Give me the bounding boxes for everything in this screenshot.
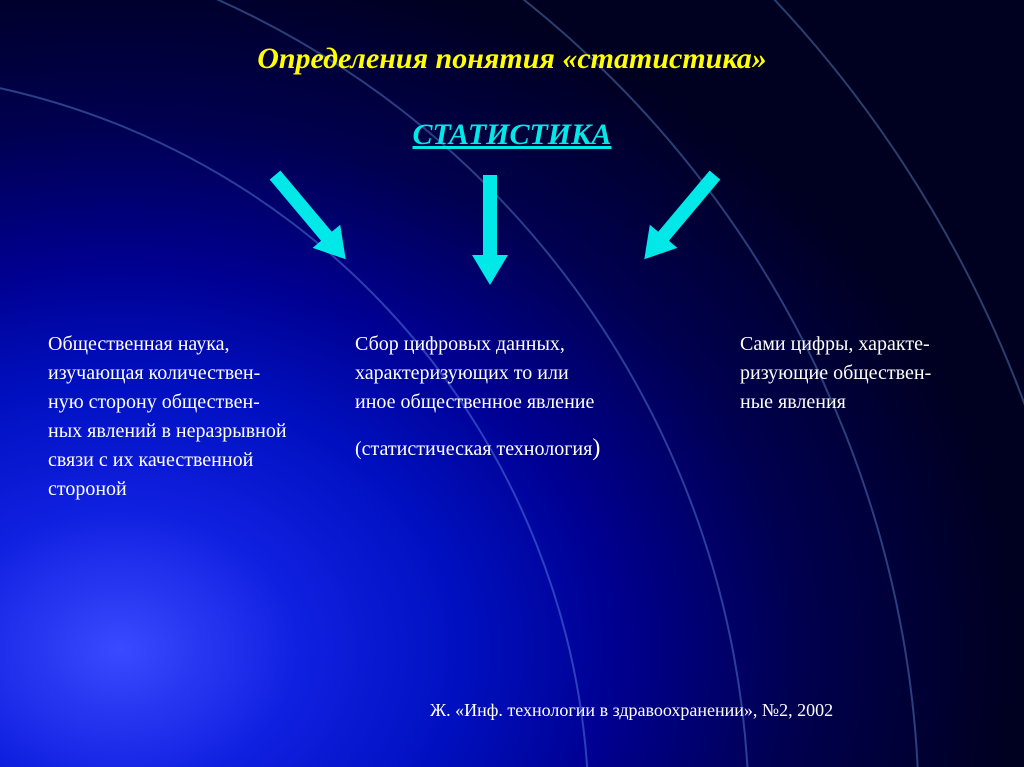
definition-line: Сбор цифровых данных, — [355, 330, 655, 359]
definition-column: Сбор цифровых данных,характеризующих то … — [355, 330, 655, 466]
definition-line: иное общественное явление — [355, 388, 655, 417]
slide-subtitle: СТАТИСТИКА — [0, 118, 1024, 152]
definition-line: характеризующих то или — [355, 359, 655, 388]
definition-line: ных явлений в неразрывной — [48, 417, 318, 446]
definition-line: стороной — [48, 475, 318, 504]
arrow-down-icon — [660, 175, 770, 285]
definition-line: ную сторону обществен- — [48, 388, 318, 417]
slide-title: Определения понятия «статистика» — [0, 42, 1024, 76]
definition-line: ризующие обществен- — [740, 359, 1000, 388]
definition-column: Общественная наука,изучающая количествен… — [48, 330, 318, 504]
definition-line: Общественная наука, — [48, 330, 318, 359]
footer-citation: Ж. «Инф. технологии в здравоохранении», … — [430, 700, 833, 721]
definition-paren: (статистическая технология) — [355, 431, 655, 466]
definition-line: связи с их качественной — [48, 446, 318, 475]
definition-line: Сами цифры, характе- — [740, 330, 1000, 359]
definition-column: Сами цифры, характе-ризующие обществен-н… — [740, 330, 1000, 417]
arrow-down-icon — [220, 175, 330, 285]
arrow-down-icon — [470, 175, 510, 285]
definition-line: ные явления — [740, 388, 1000, 417]
definition-line: изучающая количествен- — [48, 359, 318, 388]
